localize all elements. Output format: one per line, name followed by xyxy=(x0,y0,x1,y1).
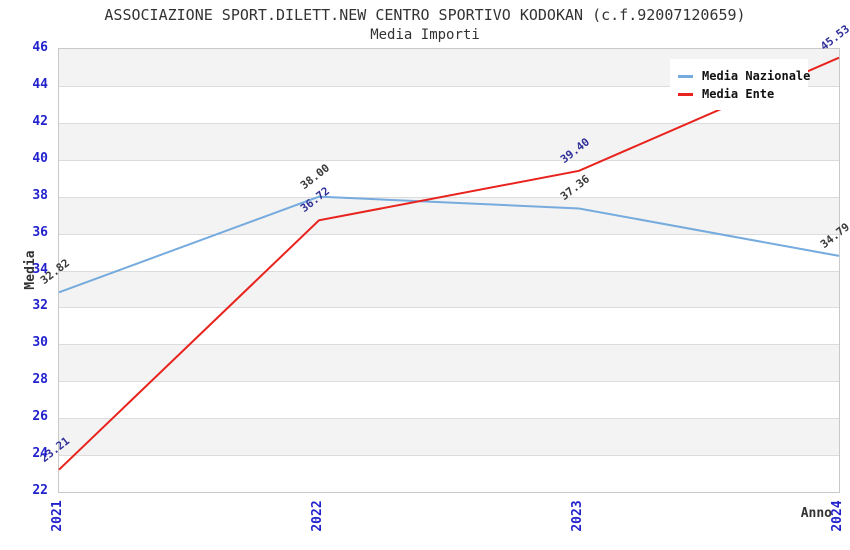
plot-band xyxy=(59,233,839,272)
plot-band xyxy=(59,122,839,161)
line-swatch-icon xyxy=(678,74,693,78)
x-tick-label: 2024 xyxy=(830,500,845,532)
plot-band xyxy=(59,418,839,457)
y-tick-label: 42 xyxy=(32,113,48,129)
legend-label: Media Ente xyxy=(702,87,775,101)
legend-item-media-nazionale: Media Nazionale xyxy=(678,68,810,84)
series-line-media-ente xyxy=(58,56,840,471)
y-tick-label: 28 xyxy=(32,372,48,388)
plot-band xyxy=(59,270,839,309)
legend: Media Nazionale Media Ente xyxy=(670,59,810,110)
y-tick-label: 44 xyxy=(32,76,48,92)
chart-title: ASSOCIAZIONE SPORT.DILETT.NEW CENTRO SPO… xyxy=(104,6,746,24)
y-tick-label: 36 xyxy=(32,224,48,240)
y-tick-label: 34 xyxy=(32,261,48,277)
legend-label: Media Nazionale xyxy=(702,69,811,83)
y-tick-label: 38 xyxy=(32,187,48,203)
line-swatch-icon xyxy=(678,92,693,96)
y-tick-label: 26 xyxy=(32,409,48,425)
series-line-media-nazionale xyxy=(58,195,840,294)
y-tick-label: 40 xyxy=(32,150,48,166)
legend-item-media-ente: Media Ente xyxy=(678,86,800,102)
y-tick-label: 24 xyxy=(32,446,48,462)
series-lines xyxy=(58,56,840,471)
plot-band xyxy=(59,159,839,198)
y-tick-label: 32 xyxy=(32,298,48,314)
x-tick-label: 2023 xyxy=(570,500,585,532)
plot-band xyxy=(59,344,839,383)
y-tick-label: 22 xyxy=(32,483,48,498)
x-axis-label: Anno xyxy=(800,506,832,521)
plot-band xyxy=(59,307,839,345)
plot-band xyxy=(59,455,839,493)
y-tick-label: 30 xyxy=(32,335,48,351)
chart-subtitle: Media Importi xyxy=(370,27,480,43)
y-tick-label: 46 xyxy=(32,40,48,55)
plot-band xyxy=(59,85,839,124)
plot-band xyxy=(59,381,839,419)
plot-area: 32.82 38.00 37.36 34.79 23.21 36.72 39.40 45.53 xyxy=(38,22,850,493)
x-tick-label: 2022 xyxy=(310,500,325,532)
x-tick-label: 2021 xyxy=(50,500,65,532)
